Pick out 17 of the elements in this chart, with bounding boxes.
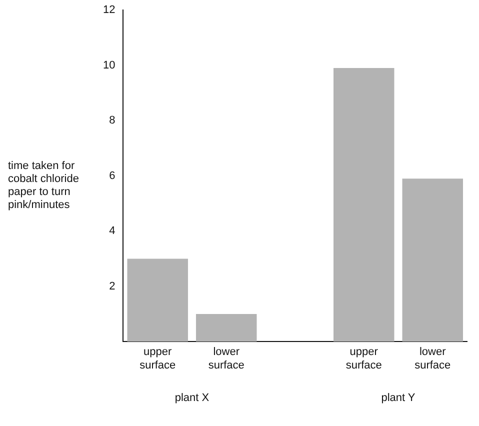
bar [402,178,463,342]
bar [196,314,257,342]
y-tick-label: 12 [102,4,116,16]
text: plant Y [381,392,416,404]
y-tick-label: 6 [109,170,116,182]
bar [333,68,394,342]
x-tick-label: lower surface [414,346,451,372]
text: plant X [174,392,210,404]
x-tick-label: upper surface [346,346,382,372]
y-tick-label: 2 [109,280,116,292]
y-tick-label: 8 [109,114,116,127]
x-tick-label: upper surface [140,346,176,372]
x-tick-label: lower surface [208,346,244,372]
y-tick-label: 10 [102,59,116,72]
y-tick-label: 4 [109,225,116,238]
y-axis-title: time taken for cobalt chloride paper to turn pink/minutes [8,160,80,212]
bar [127,258,188,342]
